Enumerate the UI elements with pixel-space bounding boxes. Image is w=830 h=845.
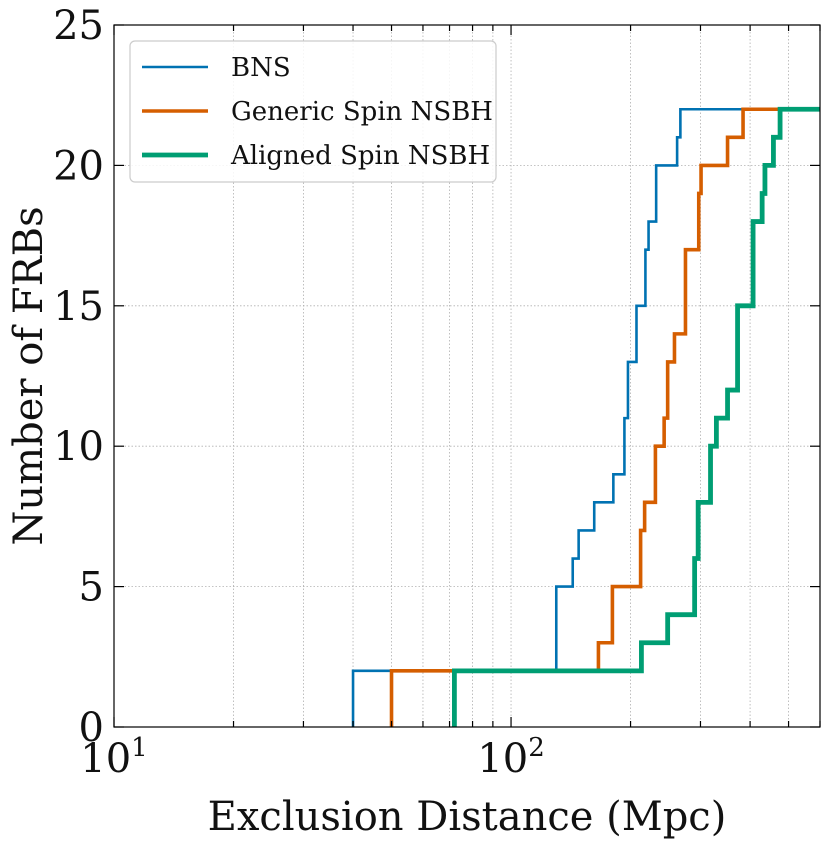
legend-box <box>129 40 497 183</box>
x-axis-title: Exclusion Distance (Mpc) <box>208 794 727 840</box>
series-line-aligned-spin-nsbh <box>452 106 820 727</box>
y-axis-title: Number of FRBs <box>6 206 52 545</box>
x-tick-label: 102 <box>477 733 544 782</box>
series-line-generic-spin-nsbh <box>389 107 820 727</box>
y-tick-label: 10 <box>53 424 104 470</box>
y-tick-label: 25 <box>53 3 104 49</box>
legend: BNS Generic Spin NSBH Aligned Spin NSBH <box>129 40 497 183</box>
y-tick-label: 20 <box>53 143 104 189</box>
legend-label-aligned-spin-nsbh: Aligned Spin NSBH <box>230 141 490 171</box>
plot-frame <box>113 24 821 728</box>
y-tick-label: 5 <box>79 565 104 611</box>
y-tick-label: 15 <box>53 284 104 330</box>
x-tick-label: 101 <box>80 733 147 782</box>
ticks <box>113 24 821 728</box>
series-layer <box>351 106 820 727</box>
legend-label-generic-spin-nsbh: Generic Spin NSBH <box>231 97 493 127</box>
y-tick-label: 0 <box>79 705 104 751</box>
legend-label-bns: BNS <box>231 53 291 83</box>
tick-labels: 0 5 10 15 20 25 101 102 <box>53 3 545 782</box>
series-line-bns <box>351 107 820 727</box>
